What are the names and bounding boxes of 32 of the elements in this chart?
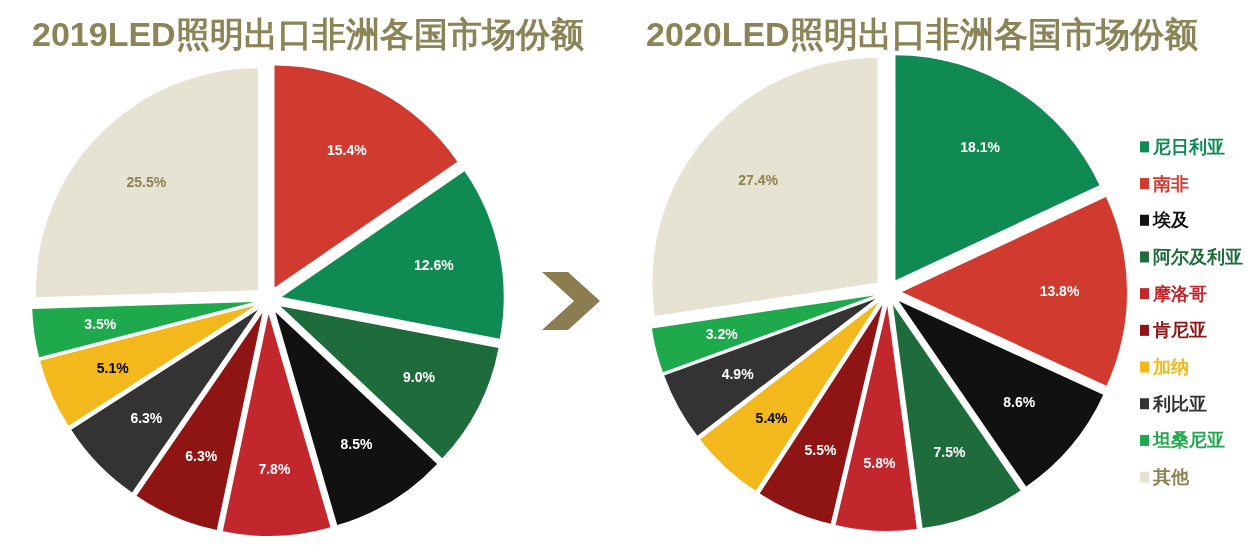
data-label: 27.4% [738,171,779,188]
data-label: 7.5% [933,444,967,461]
legend-label: 坦桑尼亚 [1152,430,1225,451]
data-label: 7.8% [258,461,291,478]
legend-label: 加纳 [1152,357,1189,378]
data-label: 4.9% [721,366,755,383]
data-label: 6.3% [130,409,163,426]
data-label: 15.4% [326,142,368,159]
data-label: 12.6% [413,257,455,274]
data-label: 8.5% [340,436,374,453]
data-label: 13.8% [1039,283,1080,300]
chart-title: 2019LED照明出口非洲各国市场份额 [32,15,584,53]
data-label: 8.6% [1003,394,1036,411]
data-label: 3.5% [84,315,117,332]
data-label: 6.3% [185,447,218,464]
legend-label: 阿尔及利亚 [1153,246,1243,267]
legend-label: 埃及 [1152,210,1189,231]
data-label: 3.2% [705,326,739,343]
legend-label: 尼日利亚 [1152,136,1225,157]
data-label: 9.0% [402,368,436,385]
data-label: 5.1% [96,359,130,376]
data-label: 18.1% [960,139,1001,156]
legend-label: 其他 [1152,467,1190,488]
chart-title: 2020LED照明出口非洲各国市场份额 [646,15,1198,53]
data-label: 25.5% [126,174,167,191]
data-label: 5.8% [863,455,896,472]
legend-label: 摩洛哥 [1152,283,1207,304]
data-label: 5.5% [804,441,838,458]
data-label: 5.4% [755,409,789,426]
legend-label: 肯尼亚 [1152,320,1207,341]
legend-label: 利比亚 [1152,393,1207,414]
legend-label: 南非 [1152,173,1189,194]
